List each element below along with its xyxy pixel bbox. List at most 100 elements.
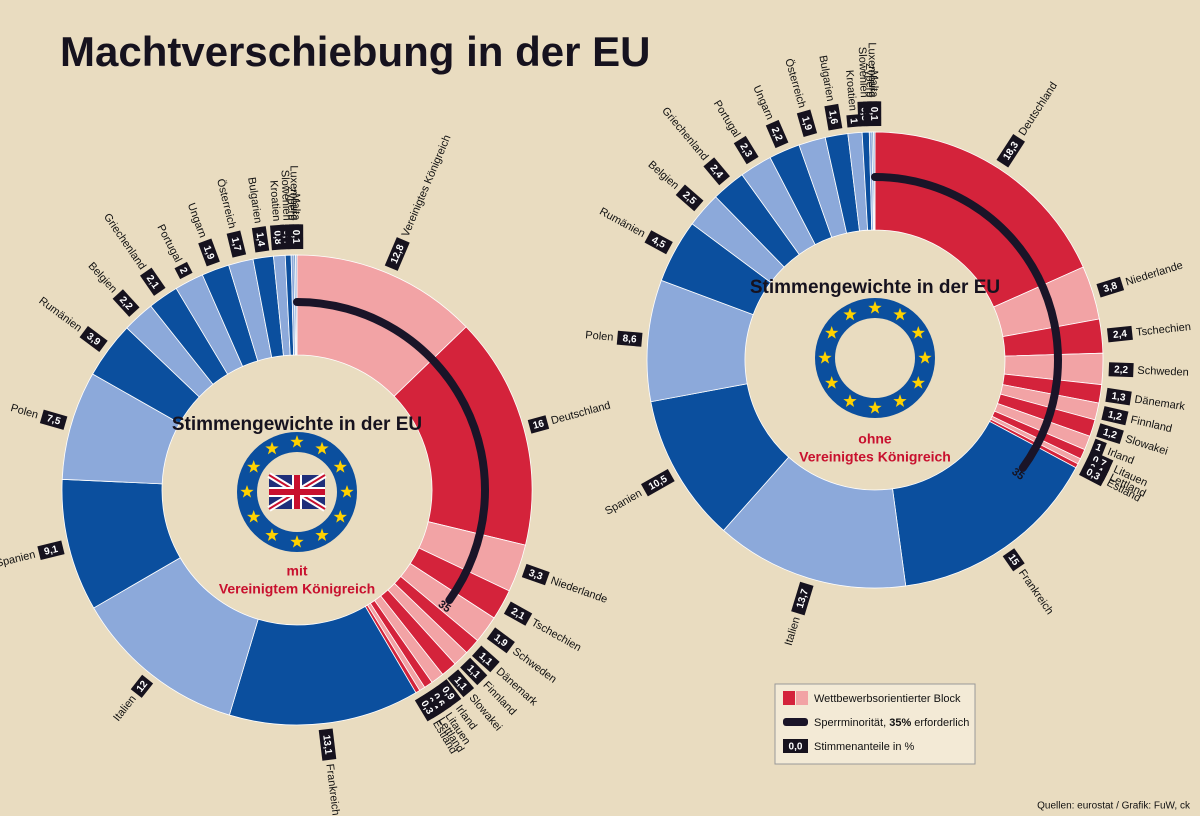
value-label-box <box>289 224 304 250</box>
value-label-box <box>174 261 193 280</box>
emblem-star <box>893 307 907 321</box>
value-label-box <box>130 674 154 698</box>
annotation: mit <box>287 563 308 579</box>
legend-label: Wettbewerbsorientierter Block <box>814 693 961 705</box>
value-label: 1 <box>1094 442 1104 454</box>
value-label: 2 <box>177 266 190 276</box>
category-label: Kroatien <box>843 69 859 111</box>
category-label: Slowenien <box>279 170 293 221</box>
emblem-star <box>290 535 304 548</box>
value-label-box <box>140 267 166 296</box>
value-label-box <box>644 230 673 255</box>
value-label-box <box>640 468 675 497</box>
annotation: Vereinigtem Königreich <box>219 581 375 597</box>
emblem-star <box>315 441 329 455</box>
slice-label: 0,1 Malta <box>867 70 882 127</box>
value-label: 1,6 <box>826 110 839 126</box>
value-label-box <box>675 184 704 212</box>
slice-label: 1 Kroatien <box>843 69 862 128</box>
value-label-box <box>447 669 475 698</box>
threshold-arc <box>871 173 1062 472</box>
value-label-box <box>1090 438 1107 457</box>
value-label-box <box>846 114 862 128</box>
value-label-box <box>384 237 410 271</box>
chart-title: Stimmengewichte in der EU <box>750 277 1000 298</box>
category-label: Malta <box>290 193 302 221</box>
category-label: Luxemburg <box>288 165 301 220</box>
value-label-box <box>226 230 247 258</box>
value-label-box <box>527 415 550 434</box>
annotation: Vereinigtes Königreich <box>799 449 951 465</box>
emblem-star <box>265 528 279 541</box>
annotation: ohne <box>858 431 892 447</box>
value-label: 8,6 <box>622 333 637 345</box>
page-title: Machtverschiebung in der EU <box>60 28 650 75</box>
legend-swatch <box>783 718 808 726</box>
category-label: Slowenien <box>856 47 870 98</box>
legend-swatch <box>796 691 808 705</box>
value-label-box <box>414 693 440 722</box>
category-label: Kroatien <box>267 180 282 222</box>
value-label: 0,8 <box>271 230 283 245</box>
value-label-box <box>616 330 643 347</box>
emblem-star <box>247 510 261 523</box>
value-label: 1 <box>848 118 859 125</box>
category-label: Schweden <box>1137 365 1189 379</box>
chart-title: Stimmengewichte in der EU <box>172 414 422 435</box>
value-label-box <box>1105 387 1132 406</box>
value-label: 2,4 <box>1113 328 1128 340</box>
value-label-box <box>460 657 488 686</box>
value-label: 1,2 <box>1102 427 1119 442</box>
value-label-box <box>1002 548 1025 572</box>
emblem-star <box>340 485 354 498</box>
legend-label-part: Sperrminorität, <box>814 717 889 729</box>
value-label-box <box>796 109 818 138</box>
emblem-star <box>911 376 925 389</box>
emblem-star <box>843 307 857 321</box>
value-label-box <box>703 157 730 186</box>
value-label-box <box>521 563 550 586</box>
value-label-box <box>79 326 108 352</box>
value-label: 2,2 <box>769 126 785 144</box>
category-label: Tschechien <box>1136 321 1192 339</box>
legend-box <box>774 683 976 765</box>
category-label: Zypern <box>285 186 298 220</box>
value-label-box <box>198 238 220 267</box>
legend: Wettbewerbsorientierter Block Sperrminor… <box>774 683 976 765</box>
value-label: 13,1 <box>320 734 333 755</box>
value-label: 1,9 <box>201 244 216 261</box>
emblem-star <box>818 351 832 364</box>
value-label-box <box>471 645 500 673</box>
emblem-star <box>825 376 839 389</box>
value-label: 1,9 <box>799 115 814 132</box>
value-label: 3,3 <box>527 568 544 583</box>
value-label: 1,7 <box>229 236 243 253</box>
value-label-box <box>867 101 882 127</box>
value-label-box <box>318 728 337 761</box>
value-label-box <box>435 679 462 708</box>
value-label: 1,3 <box>1111 391 1127 404</box>
emblem-star <box>315 528 329 541</box>
legend-label-part: 35% <box>889 717 911 729</box>
legend-swatch <box>783 691 795 705</box>
emblem-star <box>843 394 857 407</box>
emblem-star <box>240 485 254 498</box>
source: Quellen: eurostat / Grafik: FuW, ck <box>1037 801 1191 812</box>
category-label: Zypern <box>863 63 876 97</box>
value-label-box <box>1101 406 1129 426</box>
slice-label: 2,4 Tschechien <box>1106 321 1192 343</box>
value-label-box <box>251 226 270 253</box>
legend-label: Stimmenanteile in % <box>814 741 914 753</box>
slice <box>873 131 876 231</box>
category-label: Malta <box>868 70 880 98</box>
emblem-star <box>247 460 261 473</box>
emblem-star <box>825 326 839 339</box>
slice-label: 0,1 Malta <box>289 193 304 250</box>
category-label: Polen <box>585 329 614 343</box>
value-label-box <box>996 134 1025 168</box>
value-label-box <box>39 409 68 430</box>
value-label: 7,5 <box>45 413 62 428</box>
value-label-box <box>1079 462 1108 487</box>
